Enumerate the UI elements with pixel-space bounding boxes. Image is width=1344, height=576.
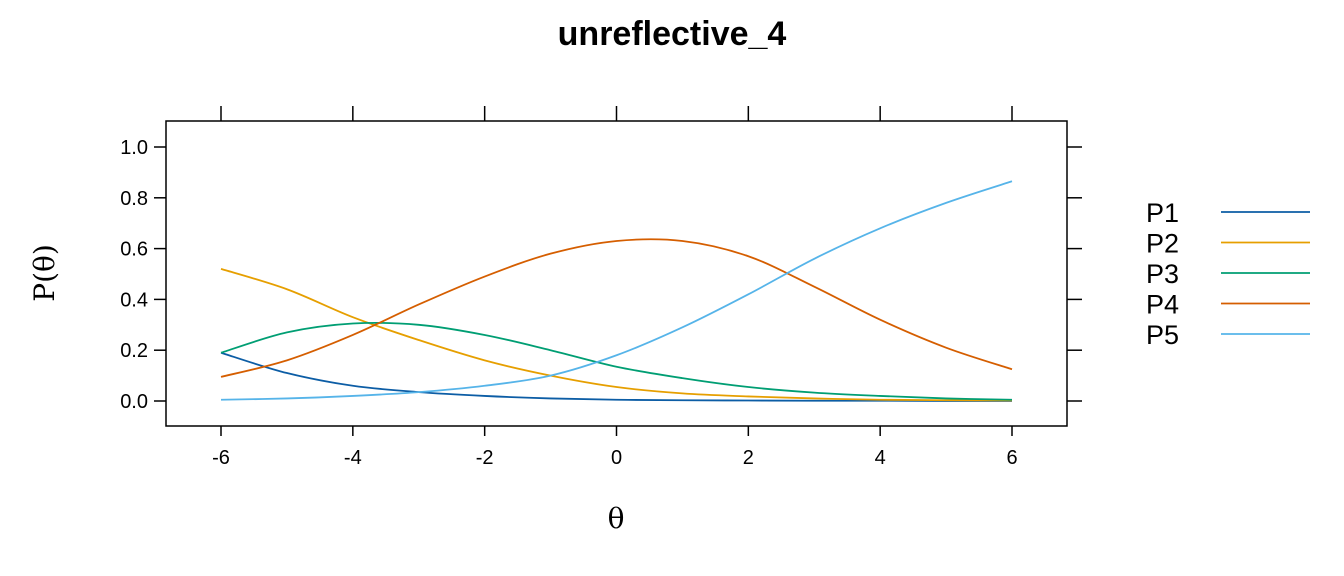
y-tick-label: 0.4 [120,289,148,311]
y-axis-left: 0.0 0.2 0.4 0.6 0.8 1.0 [120,137,166,413]
legend-label-p5: P5 [1146,320,1179,350]
series-line-p1 [220,351,1013,402]
legend-label-p3: P3 [1146,259,1179,289]
x-tick-label: -6 [212,447,230,469]
y-axis-label: P(θ) [28,244,61,302]
y-tick-label: 0.6 [120,239,148,261]
legend-label-p1: P1 [1146,198,1179,228]
y-axis-right [1067,146,1082,402]
x-axis-bottom: -6 -4 -2 0 2 4 6 [212,426,1018,469]
x-tick-label: -4 [344,447,362,469]
series-curves [220,180,1013,402]
x-tick-label: -2 [476,447,494,469]
legend-label-p2: P2 [1146,229,1179,259]
x-axis-label: θ [608,502,625,535]
x-tick-label: 4 [875,447,886,469]
legend-label-p4: P4 [1146,290,1179,320]
y-tick-label: 1.0 [120,137,148,159]
plot-frame [165,120,1068,427]
x-tick-label: 0 [611,447,622,469]
x-tick-label: 6 [1006,447,1017,469]
series-line-p2 [220,268,1013,402]
y-tick-label: 0.0 [120,391,148,413]
y-tick-label: 0.8 [120,188,148,210]
x-axis-top [220,106,1013,121]
series-line-p5 [220,180,1013,401]
series-line-p4 [220,238,1013,378]
chart-title: unreflective_4 [558,15,787,53]
x-tick-label: 2 [743,447,754,469]
y-tick-label: 0.2 [120,340,148,362]
series-line-p3 [220,321,1013,401]
